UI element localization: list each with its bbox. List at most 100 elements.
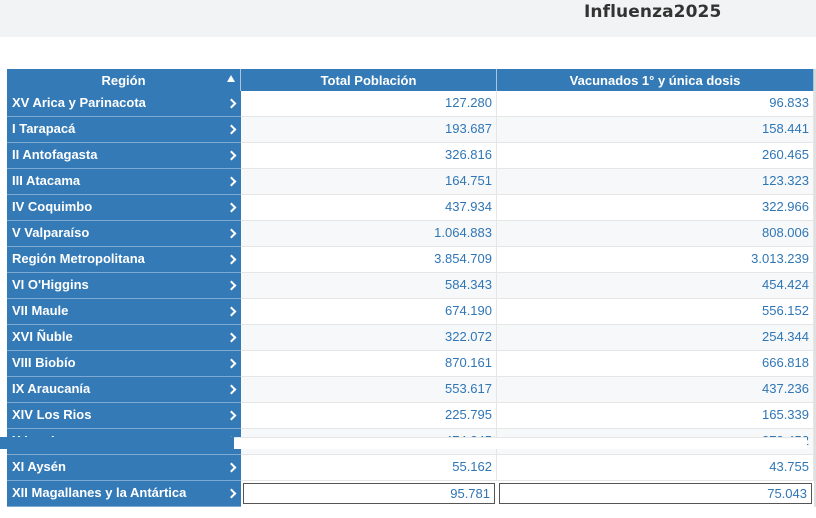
- region-name: XI Aysén: [12, 459, 66, 474]
- total-poblacion-cell[interactable]: 322.072: [241, 325, 497, 351]
- chevron-right-icon[interactable]: [226, 332, 237, 343]
- region-name: Región Metropolitana: [12, 251, 145, 266]
- region-name: I Tarapacá: [12, 121, 76, 136]
- row-scroll-edge: [814, 221, 816, 247]
- table-header-row: Región Total Población Vacunados 1° y ún…: [7, 69, 816, 91]
- table-row[interactable]: V Valparaíso 1.064.883 808.006: [7, 221, 816, 247]
- total-poblacion-cell[interactable]: 326.816: [241, 143, 497, 169]
- region-name: XIV Los Rios: [12, 407, 92, 422]
- vacunados-cell[interactable]: 454.424: [497, 273, 814, 299]
- column-scroll-edge: [814, 69, 816, 91]
- chevron-right-icon[interactable]: [226, 176, 237, 187]
- row-scroll-edge: [814, 299, 816, 325]
- chevron-right-icon[interactable]: [226, 306, 237, 317]
- row-scroll-edge: [814, 247, 816, 273]
- vacunados-cell[interactable]: 556.152: [497, 299, 814, 325]
- chevron-right-icon[interactable]: [226, 462, 237, 473]
- vacunados-cell[interactable]: 75.043: [499, 483, 812, 504]
- total-poblacion-cell[interactable]: 674.190: [241, 299, 497, 325]
- region-cell[interactable]: Región Metropolitana: [7, 247, 241, 273]
- vacunados-cell[interactable]: 3.013.239: [497, 247, 814, 273]
- row-scroll-edge: [814, 91, 816, 117]
- region-cell[interactable]: VI O'Higgins: [7, 273, 241, 299]
- region-cell[interactable]: III Atacama: [7, 169, 241, 195]
- table-row[interactable]: Región Metropolitana 3.854.709 3.013.239: [7, 247, 816, 273]
- region-cell[interactable]: XIV Los Rios: [7, 403, 241, 429]
- row-scroll-edge: [814, 429, 816, 455]
- vacunados-cell[interactable]: 165.339: [497, 403, 814, 429]
- total-poblacion-cell[interactable]: 870.161: [241, 351, 497, 377]
- vacunados-cell[interactable]: 808.006: [497, 221, 814, 247]
- region-cell[interactable]: XII Magallanes y la Antártica: [7, 481, 241, 507]
- total-poblacion-cell[interactable]: 164.751: [241, 169, 497, 195]
- chevron-right-icon[interactable]: [226, 228, 237, 239]
- vacunados-cell[interactable]: 43.755: [497, 455, 814, 481]
- region-name: IX Araucanía: [12, 381, 91, 396]
- region-cell[interactable]: XVI Ñuble: [7, 325, 241, 351]
- table-row[interactable]: VIII Biobío 870.161 666.818: [7, 351, 816, 377]
- region-cell[interactable]: IV Coquimbo: [7, 195, 241, 221]
- chevron-right-icon[interactable]: [226, 98, 237, 109]
- total-poblacion-cell[interactable]: 193.687: [241, 117, 497, 143]
- vacunados-cell[interactable]: 322.966: [497, 195, 814, 221]
- total-poblacion-cell[interactable]: 584.343: [241, 273, 497, 299]
- chevron-right-icon[interactable]: [226, 410, 237, 421]
- column-header-vacunados-label: Vacunados 1° y única dosis: [569, 72, 741, 88]
- region-cell[interactable]: II Antofagasta: [7, 143, 241, 169]
- region-cell[interactable]: IX Araucanía: [7, 377, 241, 403]
- column-header-total-poblacion[interactable]: Total Población: [241, 69, 497, 91]
- sort-ascending-icon[interactable]: [227, 75, 235, 82]
- vacunados-cell[interactable]: 96.833: [497, 91, 814, 117]
- region-cell[interactable]: XV Arica y Parinacota: [7, 91, 241, 117]
- table-row[interactable]: VI O'Higgins 584.343 454.424: [7, 273, 816, 299]
- region-cell[interactable]: XI Aysén: [7, 455, 241, 481]
- chevron-right-icon[interactable]: [226, 280, 237, 291]
- region-cell[interactable]: I Tarapacá: [7, 117, 241, 143]
- table-row[interactable]: III Atacama 164.751 123.323: [7, 169, 816, 195]
- table-row[interactable]: XI Aysén 55.162 43.755: [7, 455, 816, 481]
- chevron-right-icon[interactable]: [226, 124, 237, 135]
- table-footer: [234, 437, 807, 449]
- column-header-region[interactable]: Región: [7, 69, 241, 91]
- vacunados-cell[interactable]: 437.236: [497, 377, 814, 403]
- total-poblacion-cell[interactable]: 55.162: [241, 455, 497, 481]
- vacunados-cell[interactable]: 254.344: [497, 325, 814, 351]
- table-row[interactable]: I Tarapacá 193.687 158.441: [7, 117, 816, 143]
- vacunados-cell[interactable]: 123.323: [497, 169, 814, 195]
- region-cell[interactable]: VIII Biobío: [7, 351, 241, 377]
- chevron-right-icon[interactable]: [226, 150, 237, 161]
- region-cell[interactable]: VII Maule: [7, 299, 241, 325]
- region-name: V Valparaíso: [12, 225, 90, 240]
- table-row[interactable]: II Antofagasta 326.816 260.465: [7, 143, 816, 169]
- total-poblacion-cell[interactable]: 553.617: [241, 377, 497, 403]
- row-scroll-edge: [814, 481, 816, 507]
- vacunados-cell[interactable]: 666.818: [497, 351, 814, 377]
- table-row[interactable]: XV Arica y Parinacota 127.280 96.833: [7, 91, 816, 117]
- chevron-right-icon[interactable]: [226, 254, 237, 265]
- region-name: XII Magallanes y la Antártica: [12, 485, 187, 500]
- table-row[interactable]: XII Magallanes y la Antártica 95.781 75.04…: [7, 481, 816, 507]
- chevron-right-icon[interactable]: [226, 384, 237, 395]
- total-poblacion-cell[interactable]: 127.280: [241, 91, 497, 117]
- column-header-region-label: Región: [101, 72, 146, 88]
- region-cell[interactable]: V Valparaíso: [7, 221, 241, 247]
- table-row[interactable]: IX Araucanía 553.617 437.236: [7, 377, 816, 403]
- chevron-right-icon[interactable]: [226, 202, 237, 213]
- table-row[interactable]: XVI Ñuble 322.072 254.344: [7, 325, 816, 351]
- total-poblacion-cell[interactable]: 95.781: [243, 483, 495, 504]
- chevron-right-icon[interactable]: [226, 488, 237, 499]
- region-name: II Antofagasta: [12, 147, 98, 162]
- vacunados-cell[interactable]: 260.465: [497, 143, 814, 169]
- table-row[interactable]: VII Maule 674.190 556.152: [7, 299, 816, 325]
- vacunados-cell[interactable]: 158.441: [497, 117, 814, 143]
- table-row[interactable]: XIV Los Rios 225.795 165.339: [7, 403, 816, 429]
- report-header-band: [0, 0, 816, 37]
- region-name: XV Arica y Parinacota: [12, 95, 146, 110]
- total-poblacion-cell[interactable]: 437.934: [241, 195, 497, 221]
- table-row[interactable]: IV Coquimbo 437.934 322.966: [7, 195, 816, 221]
- total-poblacion-cell[interactable]: 225.795: [241, 403, 497, 429]
- total-poblacion-cell[interactable]: 3.854.709: [241, 247, 497, 273]
- total-poblacion-cell[interactable]: 1.064.883: [241, 221, 497, 247]
- column-header-vacunados[interactable]: Vacunados 1° y única dosis: [497, 69, 814, 91]
- chevron-right-icon[interactable]: [226, 358, 237, 369]
